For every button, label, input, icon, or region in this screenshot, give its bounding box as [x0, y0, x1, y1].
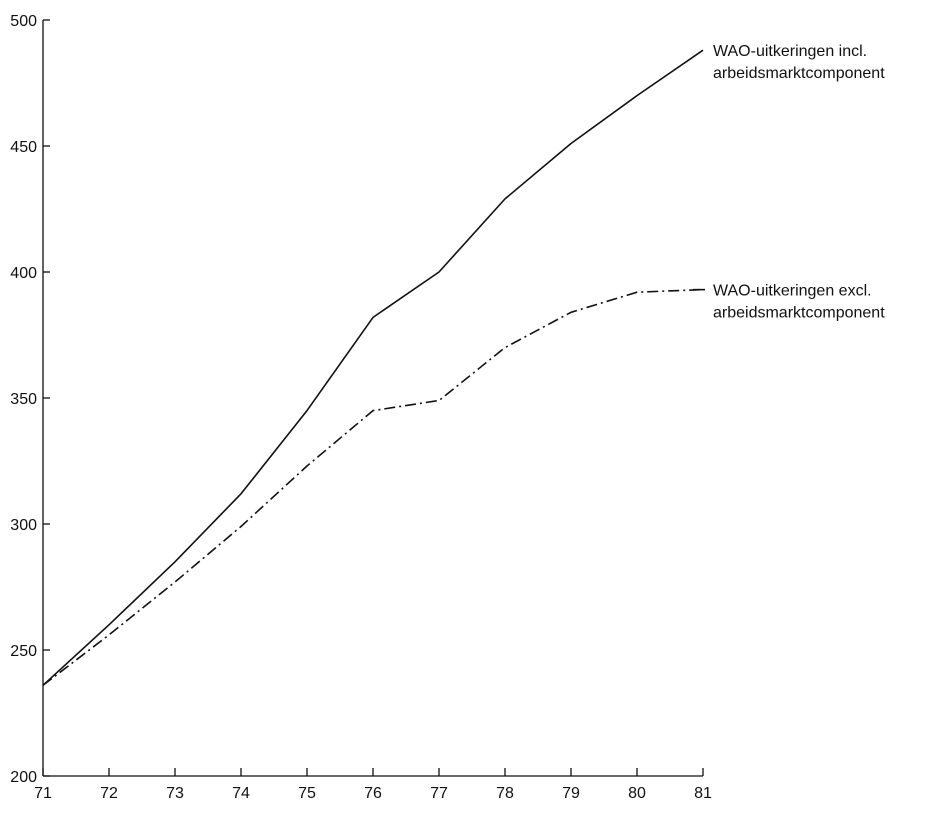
y-tick-label: 350 [10, 391, 37, 408]
series-label-excl: WAO-uitkeringen excl. arbeidsmarktcompone… [693, 283, 885, 322]
x-tick-label: 79 [562, 785, 580, 802]
x-tick-label: 74 [232, 785, 250, 802]
x-tick-label: 72 [100, 785, 118, 802]
x-tick-label: 81 [694, 785, 712, 802]
y-tick-label: 400 [10, 265, 37, 282]
series-label-line: WAO-uitkeringen excl. [713, 283, 872, 300]
y-axis-ticks: 200 250 300 350 400 450 500 [10, 13, 50, 786]
x-tick-label: 75 [298, 785, 316, 802]
y-tick-label: 450 [10, 139, 37, 156]
series-label-line: arbeidsmarktcomponent [713, 65, 885, 82]
y-tick-label: 250 [10, 643, 37, 660]
x-tick-label: 73 [166, 785, 184, 802]
axes-group [42, 20, 703, 777]
y-tick-label: 500 [10, 13, 37, 30]
series-line-excl [42, 288, 704, 686]
y-tick-label: 300 [10, 517, 37, 534]
x-axis-ticks: 71 72 73 74 75 76 77 78 79 80 81 [34, 768, 712, 802]
series-label-incl: WAO-uitkeringen incl. arbeidsmarktcompone… [713, 43, 885, 82]
series-label-line: arbeidsmarktcomponent [713, 305, 885, 322]
x-tick-label: 77 [430, 785, 448, 802]
x-tick-label: 78 [496, 785, 514, 802]
y-tick-label: 200 [10, 769, 37, 786]
x-tick-label: 71 [34, 785, 52, 802]
x-tick-label: 80 [628, 785, 646, 802]
series-label-line: WAO-uitkeringen incl. [713, 43, 867, 60]
x-tick-label: 76 [364, 785, 382, 802]
series-line-incl [42, 49, 704, 686]
series-group [42, 49, 704, 686]
series-labels-group: WAO-uitkeringen incl. arbeidsmarktcompone… [693, 43, 885, 322]
